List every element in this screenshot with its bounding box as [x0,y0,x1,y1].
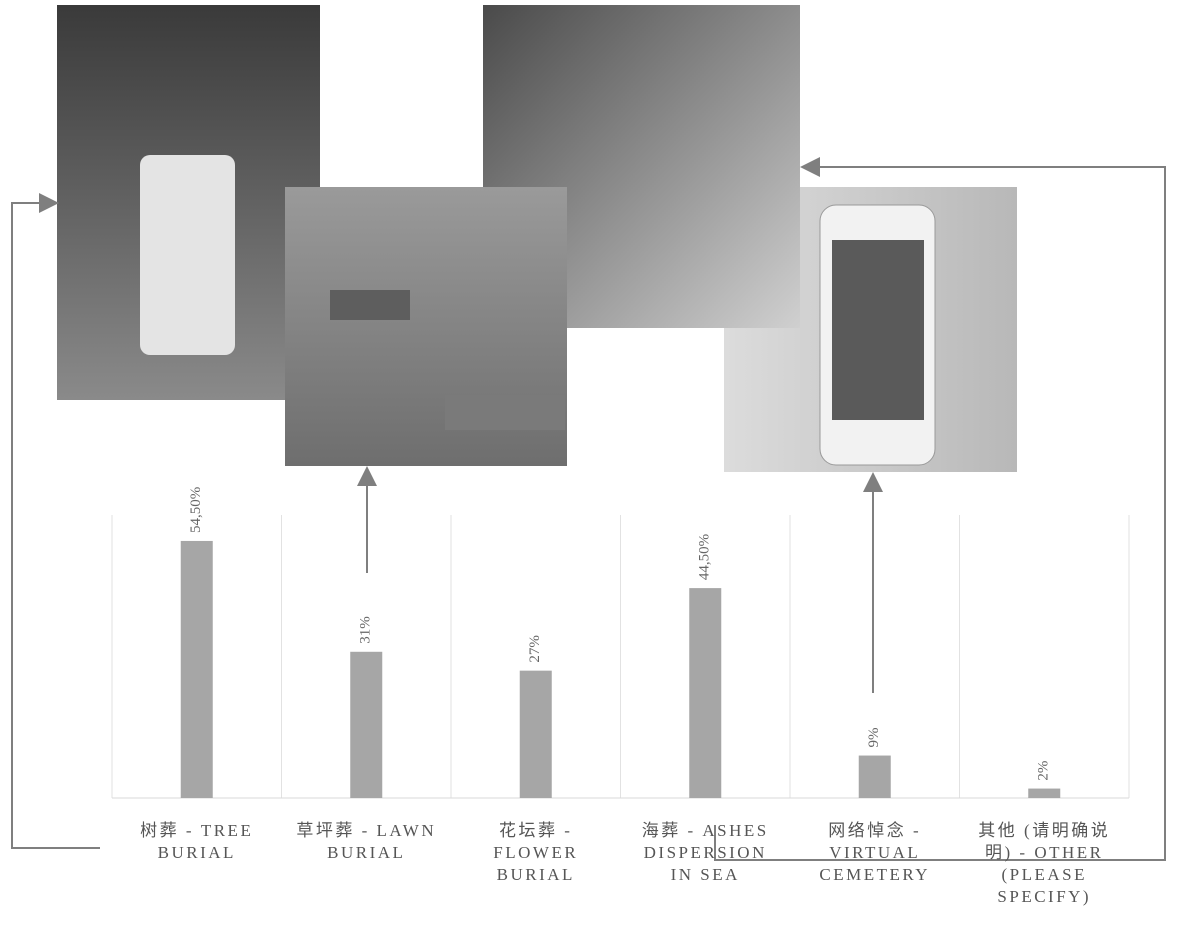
photos [57,5,1017,472]
value-label: 54,50% [188,487,204,533]
x-tick-label: 网络悼念 - VIRTUAL CEMETERY [819,821,931,884]
value-label: 9% [866,728,882,748]
bar [1028,788,1061,798]
x-tick-label: 海葬 - ASHES DISPERSION IN SEA [641,821,769,884]
x-tick-label: 其他 (请明确说明) - OTHER (PLEASE SPECIFY) [978,821,1111,906]
arrows [11,157,1166,861]
value-label: 27% [527,635,543,663]
x-tick-label: 草坪葬 - LAWN BURIAL [296,821,437,862]
arrow [714,157,1166,861]
bar [350,651,383,798]
bar [180,540,213,798]
bar [689,588,722,798]
photo-plaque [330,290,410,320]
bar [519,670,552,798]
value-label: 31% [358,616,374,644]
photo-urn [140,155,235,355]
bar [858,755,891,798]
x-tick-label: 树葬 - TREE BURIAL [140,821,254,862]
photo-plaque [445,395,565,430]
value-label: 2% [1036,761,1052,781]
x-tick-label: 花坛葬 - FLOWER BURIAL [493,821,579,884]
value-label: 44,50% [697,534,713,580]
arrow [11,193,100,849]
photo-phone-screen [832,240,924,420]
